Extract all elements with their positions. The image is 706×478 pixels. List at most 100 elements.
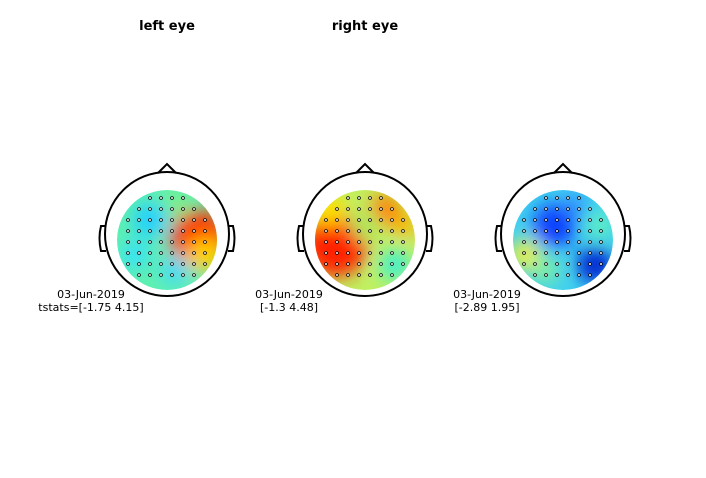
electrode xyxy=(368,273,372,277)
electrode xyxy=(159,207,163,211)
electrode xyxy=(577,218,581,222)
electrode xyxy=(346,196,350,200)
electrode xyxy=(159,196,163,200)
electrode xyxy=(170,240,174,244)
electrode xyxy=(203,262,207,266)
electrode xyxy=(390,262,394,266)
electrode xyxy=(368,240,372,244)
electrode xyxy=(555,273,559,277)
electrode xyxy=(566,218,570,222)
electrode xyxy=(192,218,196,222)
electrode xyxy=(126,229,130,233)
electrode xyxy=(159,218,163,222)
head-outline xyxy=(302,171,428,297)
electrode xyxy=(170,262,174,266)
electrode xyxy=(181,218,185,222)
electrode xyxy=(544,196,548,200)
electrode xyxy=(137,240,141,244)
electrode xyxy=(390,207,394,211)
electrode xyxy=(522,229,526,233)
electrode xyxy=(577,262,581,266)
electrode xyxy=(599,262,603,266)
electrode xyxy=(159,240,163,244)
electrode xyxy=(126,251,130,255)
electrode xyxy=(522,240,526,244)
electrode xyxy=(148,207,152,211)
electrode xyxy=(379,240,383,244)
electrode xyxy=(368,196,372,200)
electrode xyxy=(335,240,339,244)
electrode xyxy=(379,218,383,222)
electrode xyxy=(533,207,537,211)
electrode xyxy=(544,207,548,211)
electrode xyxy=(566,196,570,200)
electrode xyxy=(522,262,526,266)
panel-date: 03-Jun-2019 xyxy=(57,288,125,301)
electrode xyxy=(390,251,394,255)
electrode xyxy=(192,240,196,244)
electrode xyxy=(368,218,372,222)
electrode xyxy=(390,218,394,222)
electrode xyxy=(335,229,339,233)
electrode xyxy=(148,251,152,255)
electrode xyxy=(390,273,394,277)
electrode xyxy=(588,262,592,266)
electrode xyxy=(159,273,163,277)
electrode xyxy=(170,229,174,233)
electrode xyxy=(203,218,207,222)
electrode xyxy=(137,207,141,211)
electrode xyxy=(192,207,196,211)
panel-stat: [-2.89 1.95] xyxy=(454,301,519,314)
electrode xyxy=(181,251,185,255)
electrode xyxy=(357,251,361,255)
electrode xyxy=(357,262,361,266)
electrode xyxy=(346,251,350,255)
electrode xyxy=(126,218,130,222)
electrode xyxy=(357,240,361,244)
electrode xyxy=(159,262,163,266)
electrode xyxy=(368,229,372,233)
electrode xyxy=(566,240,570,244)
electrode xyxy=(181,196,185,200)
nose xyxy=(157,162,177,174)
electrode xyxy=(346,207,350,211)
panel-stat: [-1.3 4.48] xyxy=(260,301,318,314)
panel-title: left eye xyxy=(139,19,195,34)
electrode xyxy=(599,251,603,255)
electrode xyxy=(577,251,581,255)
electrode xyxy=(544,251,548,255)
electrode xyxy=(324,251,328,255)
electrode xyxy=(181,240,185,244)
electrode xyxy=(181,262,185,266)
electrode xyxy=(137,251,141,255)
electrode xyxy=(588,240,592,244)
electrode xyxy=(533,218,537,222)
electrode xyxy=(533,240,537,244)
electrode xyxy=(544,273,548,277)
electrode xyxy=(203,251,207,255)
electrode xyxy=(566,273,570,277)
electrode xyxy=(544,262,548,266)
electrode xyxy=(544,218,548,222)
topoplot: right eye 03-Jun-2019[-1.3 4.48] xyxy=(255,19,434,314)
electrode xyxy=(533,262,537,266)
electrode xyxy=(324,229,328,233)
electrode xyxy=(555,207,559,211)
electrode xyxy=(148,196,152,200)
electrode xyxy=(181,229,185,233)
ear-right xyxy=(228,225,236,252)
electrode xyxy=(368,251,372,255)
electrode xyxy=(324,240,328,244)
ear-left xyxy=(494,225,502,252)
electrode xyxy=(555,262,559,266)
electrode xyxy=(357,218,361,222)
electrode xyxy=(379,196,383,200)
electrode xyxy=(357,196,361,200)
electrode xyxy=(533,229,537,233)
electrode xyxy=(588,218,592,222)
electrode xyxy=(588,273,592,277)
electrode xyxy=(555,229,559,233)
electrode xyxy=(566,262,570,266)
electrode xyxy=(588,207,592,211)
